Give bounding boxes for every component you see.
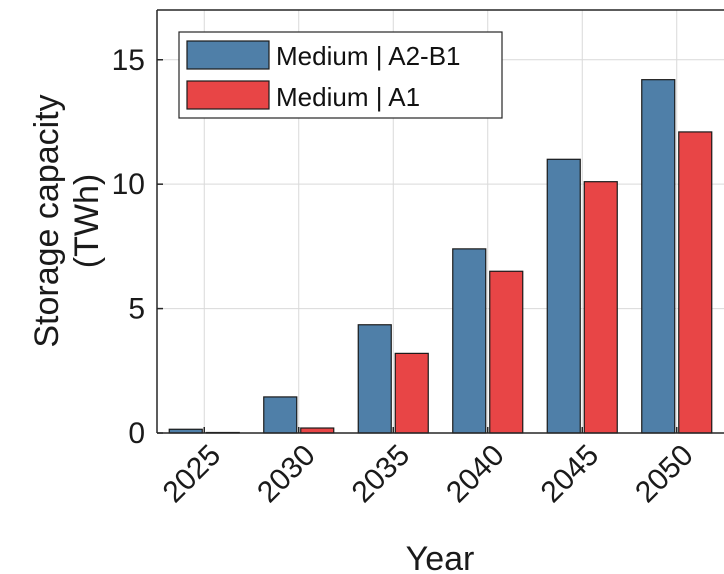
x-tick-label-2040: 2040: [440, 439, 511, 510]
y-axis-title-line-1: Storage capacity: [28, 94, 66, 347]
legend-swatch-series-1: [186, 40, 270, 70]
bar-series-1-2035: [357, 324, 392, 434]
bar-series-1-2050: [641, 79, 676, 434]
bars: [168, 79, 713, 434]
x-tick-label-2025: 2025: [157, 439, 228, 510]
y-tick-labels: 0 5 10 15: [112, 44, 163, 450]
y-axis-title-line-2: (TWh): [68, 174, 106, 268]
legend-label-series-2: Medium | A1: [276, 82, 420, 112]
bar-series-1-2045: [546, 158, 581, 434]
x-tick-label-2035: 2035: [346, 439, 417, 510]
bar-series-2-2035: [394, 352, 429, 434]
x-axis-title: Year: [406, 540, 475, 574]
x-tick-label-2045: 2045: [535, 439, 606, 510]
y-tick-label: 10: [112, 168, 145, 201]
x-tick-label-2030: 2030: [251, 439, 322, 510]
y-axis-title: Storage capacity (TWh): [28, 94, 106, 347]
x-tick-label-2050: 2050: [629, 439, 700, 510]
legend-swatch-series-2: [186, 80, 270, 110]
bar-series-2-2040: [489, 270, 524, 434]
x-tick-labels: 2025 2030 2035 2040 2045 2050: [157, 427, 700, 509]
legend: Medium | A2-B1 Medium | A1: [178, 31, 503, 119]
bar-series-1-2040: [452, 248, 487, 434]
y-tick-label: 5: [128, 293, 145, 326]
bar-series-1-2030: [263, 396, 298, 434]
axes: [156, 9, 724, 434]
bar-series-2-2050: [678, 131, 713, 434]
y-tick-label: 0: [128, 417, 145, 450]
y-tick-label: 15: [112, 44, 145, 77]
legend-label-series-1: Medium | A2-B1: [276, 41, 461, 71]
bar-series-2-2045: [583, 181, 618, 434]
